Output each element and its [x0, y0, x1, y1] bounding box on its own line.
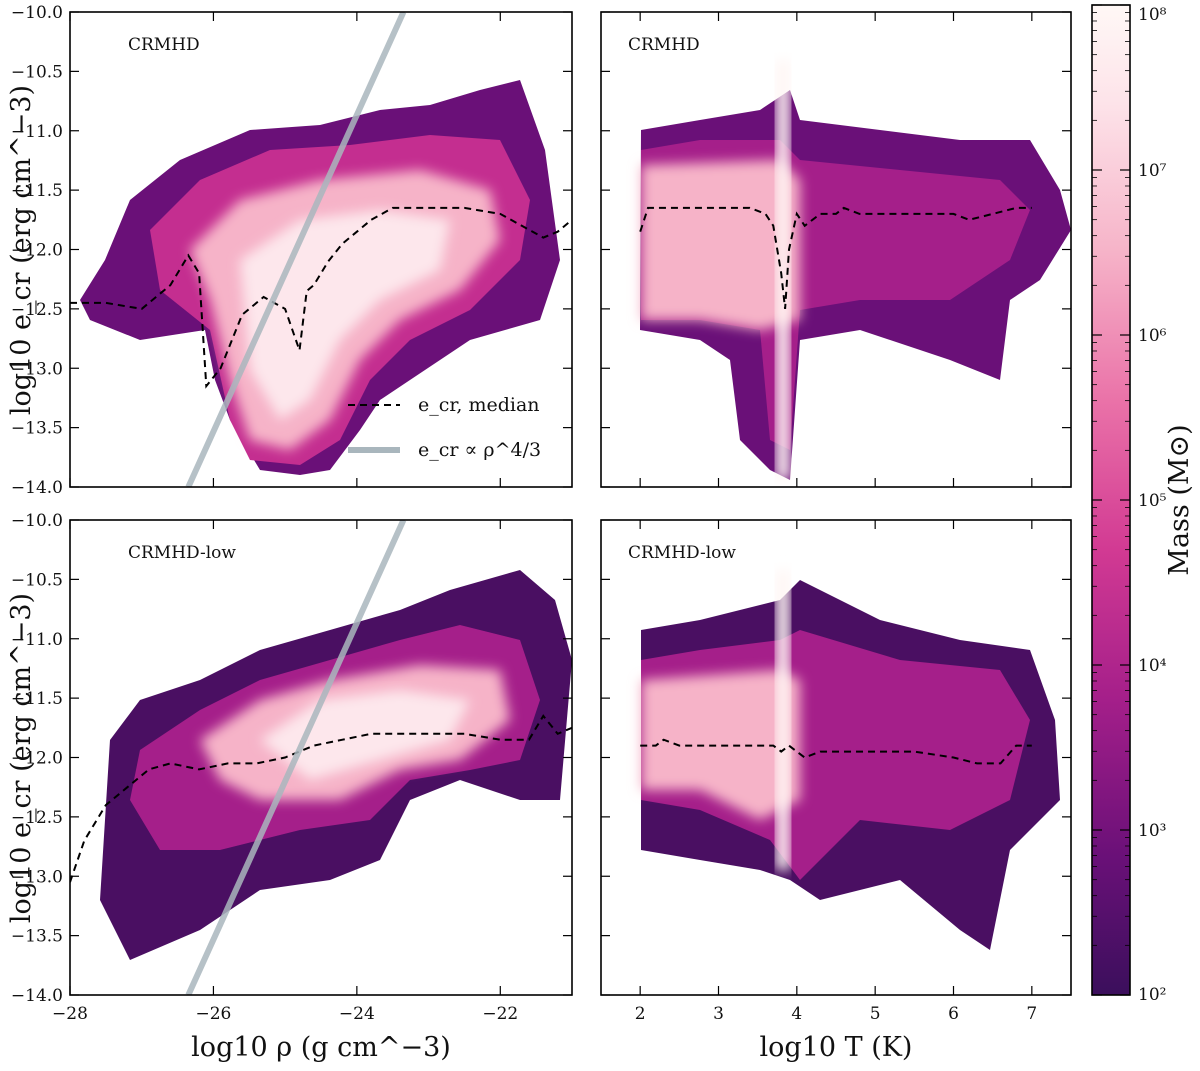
legend-top-left: e_cr, median e_cr ∝ ρ^4/3: [348, 394, 541, 461]
ytick-label: −14.0: [11, 478, 63, 498]
panel-bottom-right: 2 3 4 5 6 7 CRMHD-low: [600, 519, 1072, 1024]
xtick-label: −22: [482, 1004, 518, 1024]
median-line-top-left: [70, 206, 572, 389]
ytick-label: −13.0: [11, 359, 63, 379]
panel-top-right: CRMHD: [600, 11, 1072, 488]
scaling-line-top-left: [185, 12, 407, 487]
ytick-label: −14.0: [11, 986, 63, 1006]
ytick-label: −12.5: [11, 300, 63, 320]
xtick-label: −26: [195, 1004, 231, 1024]
colorbar-tick-label: 10²: [1138, 985, 1166, 1005]
legend-scaling-label: e_cr ∝ ρ^4/3: [418, 439, 541, 461]
xtick-label: −24: [339, 1004, 375, 1024]
xaxis-top-left: [69, 12, 501, 487]
ylabel-top: log10 e_cr (erg cm^−3): [6, 85, 37, 415]
ytick-label: −11.0: [11, 122, 63, 142]
yaxis-bottom-right: [601, 519, 1071, 996]
xtick-label: 2: [635, 1004, 646, 1024]
yaxis-top-left: −14.0 −13.5 −13.0 −12.5 −12.0 −11.5 −11.0 −10.5…: [11, 3, 572, 498]
ytick-label: −10.0: [11, 3, 63, 23]
heatmap-bottom-right: [640, 570, 1060, 950]
heatmap-top-right: [639, 60, 1071, 480]
xaxis-bottom-right: 2 3 4 5 6 7: [635, 520, 1037, 1024]
heatmap-region-high: [641, 160, 800, 330]
xtick-label: 5: [870, 1004, 881, 1024]
ytick-label: −11.5: [11, 181, 63, 201]
ytick-label: −11.5: [11, 689, 63, 709]
heatmap-top-left: [70, 12, 572, 487]
ytick-label: −10.0: [11, 511, 63, 531]
colorbar-tick-label: 10⁵: [1138, 491, 1167, 511]
median-line-top-right: [639, 206, 1032, 310]
heatmap-bottom-left: [70, 520, 572, 995]
colorbar-tick-label: 10⁷: [1138, 161, 1167, 181]
colorbar-tick-label: 10³: [1138, 821, 1166, 841]
panel-top-left: −14.0 −13.5 −13.0 −12.5 −12.0 −11.5 −11.0 −10.5…: [11, 3, 573, 498]
xlabel-density: log10 ρ (g cm^−3): [191, 1032, 451, 1063]
scaling-line-bottom-left: [185, 520, 407, 995]
panel-bottom-left: −14.0 −13.5 −13.0 −12.5 −12.0 −11.5 −11.0 −10.5…: [11, 511, 573, 1024]
xaxis-top-right: [639, 12, 1033, 487]
colorbar-ticks: 10² 10³ 10⁴ 10⁵ 10⁶ 10⁷ 10⁸: [1092, 4, 1167, 1005]
ytick-label: −13.0: [11, 867, 63, 887]
ytick-label: −13.5: [11, 927, 63, 947]
xtick-label: 4: [791, 1004, 802, 1024]
run-label-top-right: CRMHD: [628, 35, 700, 55]
xtick-label: 3: [713, 1004, 724, 1024]
heatmap-region-peak: [776, 60, 790, 480]
heatmap-region-peak: [776, 570, 790, 870]
colorbar-tick-label: 10⁶: [1138, 326, 1167, 346]
xaxis-bottom-left: −28 −26 −24 −22: [52, 520, 518, 1024]
ytick-label: −11.0: [11, 630, 63, 650]
run-label-bottom-right: CRMHD-low: [628, 543, 736, 563]
ytick-label: −12.5: [11, 808, 63, 828]
colorbar-tick-label: 10⁴: [1138, 656, 1167, 676]
ytick-label: −13.5: [11, 419, 63, 439]
median-line-bottom-right: [640, 738, 1032, 765]
xlabel-temperature: log10 T (K): [760, 1032, 913, 1063]
ytick-label: −10.5: [11, 62, 63, 82]
colorbar-title: Mass (M⊙): [1164, 424, 1195, 575]
legend-median-label: e_cr, median: [418, 394, 540, 416]
yaxis-bottom-left: −14.0 −13.5 −13.0 −12.5 −12.0 −11.5 −11.0 −10.5…: [11, 511, 572, 1006]
yaxis-top-right: [601, 11, 1071, 488]
heatmap-region-high: [641, 670, 800, 820]
ytick-label: −12.0: [11, 241, 63, 261]
run-label-bottom-left: CRMHD-low: [128, 543, 236, 563]
ylabel-bottom: log10 e_cr (erg cm^−3): [6, 593, 37, 923]
xtick-label: −28: [52, 1004, 88, 1024]
ytick-label: −12.0: [11, 749, 63, 769]
xtick-label: 7: [1026, 1004, 1037, 1024]
ytick-label: −10.5: [11, 570, 63, 590]
median-line-bottom-left: [70, 714, 572, 883]
colorbar-tick-label: 10⁸: [1138, 5, 1167, 25]
xtick-label: 6: [948, 1004, 959, 1024]
colorbar: 10² 10³ 10⁴ 10⁵ 10⁶ 10⁷ 10⁸ Mass (M⊙): [1091, 4, 1195, 1005]
run-label-top-left: CRMHD: [128, 35, 200, 55]
